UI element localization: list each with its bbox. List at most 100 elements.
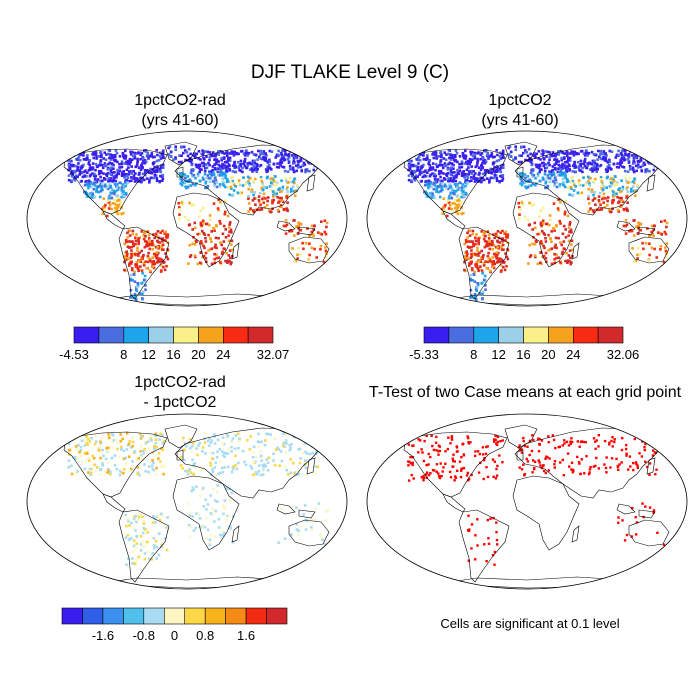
temperature-cell [203,169,207,173]
difference-cell [132,517,136,521]
temperature-cell [142,156,145,160]
significant-cell [544,457,547,460]
temperature-cell [127,166,130,169]
temperature-cell [611,200,614,203]
temperature-cell [136,246,139,250]
temperature-cell [204,240,208,243]
temperature-cell [201,219,205,223]
temperature-cell [161,177,165,180]
difference-cell [87,438,90,441]
temperature-cell [141,292,144,296]
temperature-cell [499,270,503,273]
temperature-cell [598,200,601,204]
temperature-cell [506,241,509,244]
significant-cell [653,451,657,454]
significant-cell [578,445,581,448]
difference-cell [131,557,134,560]
temperature-cell [526,154,530,158]
temperature-cell [280,205,283,208]
temperature-cell [124,181,127,184]
significant-cell [467,477,471,481]
temperature-cell [481,292,484,296]
temperature-cell [468,264,471,267]
temperature-cell [555,256,558,260]
temperature-cell [484,230,487,234]
significant-cell [548,457,551,460]
temperature-cell [570,231,573,234]
difference-cell [208,541,211,545]
temperature-cell [468,234,472,237]
temperature-cell [114,149,118,152]
temperature-cell [159,157,163,160]
temperature-cell [617,201,620,204]
temperature-cell [314,149,317,153]
difference-cell [303,473,307,477]
difference-cell [99,442,102,445]
temperature-cell [114,155,117,158]
temperature-cell [473,295,477,298]
temperature-cell [227,234,230,237]
temperature-cell [584,151,588,155]
difference-cell [266,469,270,472]
temperature-cell [153,155,156,159]
temperature-cell [620,150,624,153]
significant-cell [407,464,410,467]
significant-cell [518,466,521,469]
temperature-cell [455,175,458,179]
temperature-cell [478,180,482,183]
temperature-cell [207,161,210,165]
difference-cell [106,461,109,465]
temperature-cell [97,190,100,194]
difference-cell [244,463,248,467]
difference-cell [102,454,105,458]
difference-cell [110,446,114,450]
temperature-cell [67,162,71,166]
temperature-cell [502,261,505,264]
significant-cell [542,469,546,473]
temperature-cell [229,180,233,184]
temperature-cell [93,196,96,199]
temperature-cell [527,147,531,151]
temperature-cell [224,176,227,180]
difference-cell [88,440,92,443]
temperature-cell [618,196,621,200]
temperature-cell [288,229,291,233]
significant-cell [486,518,489,522]
temperature-cell [102,206,105,209]
temperature-cell [88,163,92,167]
significant-cell [523,444,527,448]
temperature-cell [124,154,128,158]
temperature-cell [99,182,103,186]
difference-cell [303,504,307,507]
difference-cell [115,438,118,442]
temperature-cell [202,244,205,248]
temperature-cell [224,185,227,189]
temperature-cell [264,159,268,162]
temperature-cell [653,224,656,227]
significant-cell [576,440,579,443]
significant-cell [431,444,434,448]
temperature-cell [133,253,137,256]
temperature-cell [455,208,459,211]
colorbar-swatch [173,326,199,344]
temperature-cell [625,179,628,183]
significant-cell [494,434,497,437]
temperature-cell [446,168,450,171]
temperature-cell [474,298,478,302]
difference-cell [281,444,285,447]
temperature-cell [620,153,624,157]
difference-cell [144,544,147,548]
temperature-cell [460,160,464,163]
temperature-cell [68,151,71,154]
temperature-cell [103,183,107,186]
temperature-cell [628,176,632,180]
temperature-cell [247,197,250,201]
temperature-cell [458,166,461,169]
temperature-cell [501,229,504,233]
temperature-cell [587,180,590,183]
temperature-cell [126,231,129,235]
significant-cell [634,461,638,464]
temperature-cell [204,251,208,255]
significant-cell [460,469,463,472]
temperature-cell [595,165,599,168]
